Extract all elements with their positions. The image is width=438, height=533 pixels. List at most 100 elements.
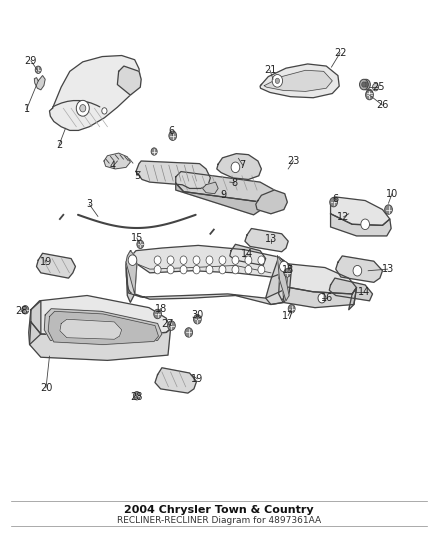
Circle shape bbox=[232, 265, 239, 274]
Polygon shape bbox=[104, 153, 131, 169]
Text: 30: 30 bbox=[191, 310, 204, 320]
Circle shape bbox=[154, 265, 161, 274]
Text: 1: 1 bbox=[24, 104, 30, 114]
Circle shape bbox=[318, 293, 326, 303]
Text: 21: 21 bbox=[264, 65, 276, 75]
Circle shape bbox=[385, 205, 392, 214]
Text: 14: 14 bbox=[241, 249, 253, 259]
Circle shape bbox=[362, 82, 366, 87]
Circle shape bbox=[80, 104, 86, 112]
Circle shape bbox=[219, 256, 226, 264]
Circle shape bbox=[193, 256, 200, 264]
Circle shape bbox=[102, 108, 107, 114]
Circle shape bbox=[169, 131, 177, 140]
Text: 6: 6 bbox=[333, 194, 339, 204]
Polygon shape bbox=[331, 214, 391, 236]
Circle shape bbox=[180, 265, 187, 274]
Text: 8: 8 bbox=[231, 177, 237, 188]
Text: 13: 13 bbox=[381, 264, 394, 274]
Polygon shape bbox=[31, 295, 170, 336]
Circle shape bbox=[362, 79, 371, 90]
Text: 12: 12 bbox=[337, 212, 350, 222]
Circle shape bbox=[366, 90, 373, 98]
Polygon shape bbox=[202, 182, 218, 193]
Circle shape bbox=[288, 304, 295, 313]
Text: 2004 Chrysler Town & Country: 2004 Chrysler Town & Country bbox=[124, 505, 314, 515]
Text: 9: 9 bbox=[220, 190, 226, 200]
Polygon shape bbox=[131, 245, 292, 277]
Circle shape bbox=[167, 265, 174, 274]
Circle shape bbox=[330, 197, 338, 207]
Polygon shape bbox=[260, 64, 339, 98]
Polygon shape bbox=[49, 55, 140, 131]
Circle shape bbox=[206, 256, 213, 264]
Polygon shape bbox=[36, 253, 75, 278]
Text: 3: 3 bbox=[86, 199, 92, 209]
Text: 28: 28 bbox=[130, 392, 142, 402]
Circle shape bbox=[134, 392, 140, 400]
Polygon shape bbox=[217, 154, 261, 180]
Text: 10: 10 bbox=[386, 189, 398, 199]
Text: 4: 4 bbox=[110, 161, 116, 171]
Circle shape bbox=[151, 148, 157, 155]
Text: 19: 19 bbox=[40, 257, 52, 267]
Circle shape bbox=[245, 256, 252, 264]
Circle shape bbox=[154, 309, 162, 319]
Circle shape bbox=[154, 256, 161, 264]
Polygon shape bbox=[279, 264, 357, 294]
Circle shape bbox=[258, 256, 265, 264]
Polygon shape bbox=[48, 311, 159, 344]
Circle shape bbox=[206, 265, 213, 274]
Circle shape bbox=[279, 261, 288, 272]
Polygon shape bbox=[256, 190, 287, 214]
Circle shape bbox=[272, 75, 283, 87]
Text: 15: 15 bbox=[131, 233, 143, 243]
Polygon shape bbox=[117, 66, 141, 95]
Polygon shape bbox=[176, 183, 261, 215]
Polygon shape bbox=[44, 309, 162, 343]
Text: 7: 7 bbox=[240, 160, 246, 170]
Polygon shape bbox=[329, 278, 372, 301]
Polygon shape bbox=[230, 244, 266, 265]
Polygon shape bbox=[277, 256, 289, 301]
Text: 14: 14 bbox=[358, 287, 370, 297]
Polygon shape bbox=[331, 197, 390, 225]
Circle shape bbox=[245, 265, 252, 274]
Polygon shape bbox=[279, 278, 357, 308]
Text: 28: 28 bbox=[15, 306, 27, 316]
Circle shape bbox=[364, 82, 368, 87]
Circle shape bbox=[22, 305, 29, 314]
Circle shape bbox=[193, 265, 200, 274]
Polygon shape bbox=[176, 172, 274, 202]
Text: 29: 29 bbox=[25, 56, 37, 66]
Polygon shape bbox=[266, 257, 292, 304]
Polygon shape bbox=[126, 257, 284, 304]
Circle shape bbox=[194, 314, 201, 324]
Polygon shape bbox=[34, 76, 45, 90]
Circle shape bbox=[366, 90, 373, 100]
Circle shape bbox=[361, 219, 370, 230]
Text: 19: 19 bbox=[191, 374, 204, 384]
Circle shape bbox=[185, 328, 193, 337]
Text: 5: 5 bbox=[134, 171, 140, 181]
Circle shape bbox=[258, 265, 265, 274]
Text: 26: 26 bbox=[376, 100, 389, 110]
Polygon shape bbox=[29, 301, 41, 344]
Circle shape bbox=[180, 256, 187, 264]
Polygon shape bbox=[349, 288, 357, 310]
Polygon shape bbox=[264, 70, 332, 91]
Polygon shape bbox=[30, 322, 170, 360]
Text: 16: 16 bbox=[321, 293, 333, 303]
Circle shape bbox=[353, 265, 362, 276]
Text: 22: 22 bbox=[334, 48, 346, 58]
Circle shape bbox=[76, 100, 89, 116]
Circle shape bbox=[137, 240, 144, 248]
Polygon shape bbox=[155, 368, 197, 393]
Text: 27: 27 bbox=[162, 319, 174, 329]
Text: 13: 13 bbox=[265, 233, 277, 244]
Circle shape bbox=[372, 84, 378, 91]
Text: 23: 23 bbox=[287, 156, 300, 166]
Circle shape bbox=[231, 162, 240, 173]
Text: 25: 25 bbox=[372, 82, 385, 92]
Polygon shape bbox=[60, 319, 122, 340]
